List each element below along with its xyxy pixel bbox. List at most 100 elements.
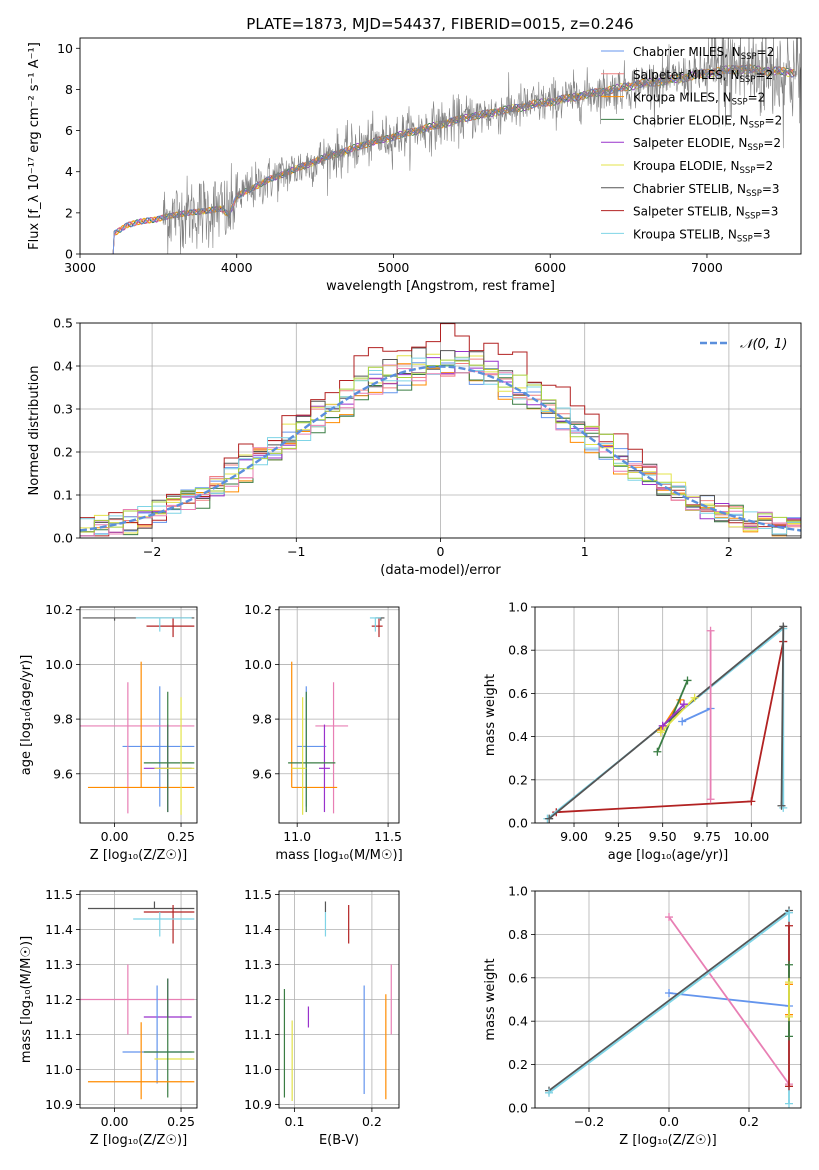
y-tick-label: 11.0	[45, 1062, 73, 1077]
weight-marker	[785, 1032, 793, 1041]
y-tick-label: 1.0	[508, 884, 528, 899]
weight-marker	[706, 626, 715, 635]
weight-marker	[690, 693, 699, 702]
legend-tail: =2	[755, 68, 773, 82]
x-tick-label: −2	[143, 544, 161, 559]
errorbar-point	[133, 912, 195, 937]
errorbar-point	[297, 686, 327, 807]
weight-series-kroupa-elodie	[656, 693, 699, 737]
weight-series-hist-pink	[665, 913, 793, 1089]
y-tick-label: 6	[65, 123, 73, 138]
errorbar-point	[319, 724, 330, 813]
plot-area-age_vs_mass	[279, 607, 399, 823]
weight-line	[556, 641, 785, 814]
x-tick-label: 11.0	[283, 829, 311, 844]
x-tick-label: 0.2	[739, 1114, 759, 1129]
errorbar-point	[80, 682, 195, 814]
y-tick-label: 0.8	[508, 643, 528, 658]
errorbar-point	[369, 617, 381, 632]
x-axis-label: (data-model)/error	[380, 563, 501, 578]
legend-tail: =3	[761, 205, 779, 219]
y-tick-label: 0.5	[53, 316, 73, 331]
x-tick-label: 5000	[378, 260, 410, 275]
weight-marker	[785, 960, 793, 969]
observed-spectrum	[162, 38, 801, 254]
y-tick-label: 10.2	[45, 602, 73, 617]
errorbar-point	[291, 697, 307, 815]
weight-line	[548, 909, 790, 1092]
weight-line	[681, 707, 711, 723]
legend-entry: Salpeter MILES, NSSP=2	[633, 68, 773, 85]
errorbar-point	[87, 1022, 195, 1100]
x-tick-label: −0.2	[574, 1114, 604, 1129]
weight-marker	[785, 1099, 793, 1108]
y-tick-label: 11.1	[45, 1027, 73, 1042]
y-tick-label: 0.0	[508, 816, 528, 831]
x-tick-label: 9.25	[604, 829, 632, 844]
weight-marker	[785, 978, 793, 987]
legend-text: Chabrier STELIB, N	[633, 182, 746, 196]
weight-marker	[785, 1082, 793, 1091]
x-axis-label: E(B-V)	[319, 1133, 359, 1148]
legend-text: Kroupa MILES, N	[633, 91, 732, 105]
x-tick-label: 0.25	[167, 1114, 195, 1129]
y-tick-label: 2	[65, 205, 73, 220]
axes-frame	[278, 606, 400, 824]
y-tick-label: 8	[65, 82, 73, 97]
weight-marker	[779, 622, 788, 631]
weight-line	[662, 703, 685, 727]
axes-weight_vs_Z: −0.2 0.0 0.2 0.0 0.2 0.4 0.6 0.8 1.0 Z [log₁₀(Z/Z…	[483, 884, 802, 1148]
weight-marker	[665, 988, 673, 997]
weight-marker	[653, 747, 662, 756]
weight-series-kroupa-elodie	[785, 978, 793, 1021]
legend-entry: Kroupa ELODIE, NSSP=2	[633, 159, 773, 176]
x-tick-label: 0.25	[167, 829, 195, 844]
y-tick-label: 0	[65, 247, 73, 262]
legend-text: Chabrier ELODIE, N	[633, 113, 749, 127]
plot-area-residuals	[80, 323, 801, 538]
errorbar-point	[288, 691, 336, 813]
x-tick-label: 9.50	[649, 829, 677, 844]
y-axis-label: age [log₁₀(age/yr)]	[19, 655, 34, 776]
y-tick-label: 0.0	[508, 1101, 528, 1116]
y-axis-label: Normed distribution	[27, 366, 42, 496]
x-tick-label: 9.00	[560, 829, 588, 844]
legend-entry: Salpeter ELODIE, NSSP=2	[633, 136, 781, 153]
weight-marker	[665, 913, 673, 922]
grid	[279, 607, 399, 823]
y-tick-label: 0.0	[53, 531, 73, 546]
x-axis-label: Z [log₁₀(Z/Z☉)]	[90, 1133, 187, 1148]
legend-subscript: SSP	[745, 212, 761, 222]
y-tick-label: 0.1	[53, 488, 73, 503]
legend-entry: Chabrier STELIB, NSSP=3	[633, 182, 780, 199]
errorbar-point	[143, 691, 195, 813]
legend-tail: =3	[753, 227, 771, 241]
y-tick-label: 0.4	[508, 729, 528, 744]
weight-series-chabrier-stelib	[545, 622, 788, 823]
legend-subscript: SSP	[740, 166, 756, 176]
errorbar-point	[143, 978, 195, 1098]
y-tick-label: 9.6	[252, 766, 272, 781]
plot-area-weight_vs_age	[535, 607, 801, 823]
axes-frame	[79, 890, 198, 1109]
legend-text: Chabrier MILES, N	[633, 45, 741, 59]
weight-marker	[679, 700, 688, 709]
histogram-hist-pink	[80, 364, 801, 537]
x-axis-label: age [log₁₀(age/yr)]	[608, 848, 729, 863]
axes-frame	[79, 606, 198, 824]
plot-area-spectrum	[111, 38, 801, 254]
weight-marker	[656, 728, 665, 737]
legend-subscript: SSP	[740, 75, 756, 85]
plot-area-mass_vs_ebv	[279, 891, 399, 1108]
y-tick-label: 11.1	[244, 1027, 272, 1042]
legend-subscript: SSP	[741, 52, 757, 62]
y-tick-label: 0.4	[508, 1014, 528, 1029]
axes-age_vs_mass: 11.0 11.5 9.6 9.8 10.0 10.2 mass [log₁₀(M/M☉)]	[244, 602, 403, 863]
weight-marker	[777, 801, 786, 810]
weight-marker	[785, 1012, 793, 1021]
x-tick-label: 0.00	[101, 829, 129, 844]
weight-line	[660, 697, 696, 733]
y-tick-label: 0.6	[508, 970, 528, 985]
y-tick-label: 10.0	[45, 657, 73, 672]
weight-marker	[785, 908, 793, 917]
